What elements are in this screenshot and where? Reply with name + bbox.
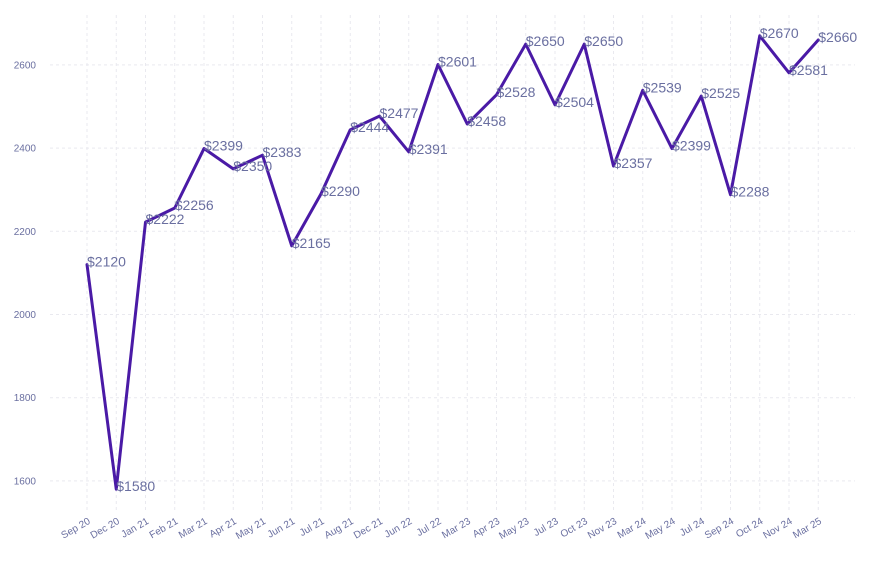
data-label: $2120 [87, 254, 126, 270]
x-tick-label: Dec 21 [352, 516, 385, 542]
x-tick-label: May 24 [644, 516, 678, 542]
x-tick-label: Mar 21 [177, 516, 210, 541]
data-label: $2399 [672, 138, 711, 154]
data-label: $2444 [350, 119, 389, 135]
x-tick-label: Jan 21 [119, 516, 151, 541]
y-tick-label: 2000 [14, 310, 37, 321]
data-label: $2288 [731, 184, 770, 200]
x-tick-label: May 21 [234, 516, 268, 542]
data-label: $2165 [292, 235, 331, 251]
x-tick-label: Jul 22 [415, 516, 444, 539]
y-tick-label: 1800 [14, 393, 37, 404]
x-tick-label: Jul 23 [532, 516, 561, 539]
x-tick-label: Feb 21 [148, 516, 181, 541]
x-tick-label: Nov 24 [762, 516, 795, 542]
x-tick-label: Jun 22 [383, 516, 415, 541]
data-label: $2528 [497, 84, 536, 100]
x-tick-label: Sep 24 [703, 516, 736, 542]
data-label: $1580 [116, 478, 155, 494]
data-label: $2383 [263, 144, 302, 160]
x-tick-label: Oct 24 [734, 516, 765, 540]
x-tick-label: May 23 [497, 516, 531, 542]
series [85, 34, 820, 491]
data-label: $2458 [467, 113, 506, 129]
x-tick-label: Dec 20 [89, 516, 122, 542]
x-tick-label: Apr 23 [471, 516, 502, 540]
data-label: $2601 [438, 54, 477, 70]
data-label: $2670 [760, 25, 799, 41]
data-label: $2650 [584, 33, 623, 49]
y-axis: 1600 1800 2000 2200 2400 2600 [14, 60, 37, 487]
data-label: $2581 [789, 62, 828, 78]
y-tick-label: 2600 [14, 60, 37, 71]
data-label: $2399 [204, 138, 243, 154]
data-label: $2350 [233, 158, 272, 174]
grid [50, 15, 855, 510]
x-tick-label: Mar 24 [616, 516, 649, 541]
y-tick-label: 2200 [14, 227, 37, 238]
data-label: $2222 [146, 211, 185, 227]
x-tick-label: Jul 24 [678, 516, 707, 539]
data-label: $2504 [555, 94, 594, 110]
data-label: $2357 [614, 155, 653, 171]
x-tick-label: Nov 23 [586, 516, 619, 542]
x-tick-label: Mar 25 [791, 516, 824, 541]
x-tick-label: Aug 21 [323, 516, 356, 542]
data-label: $2290 [321, 183, 360, 199]
data-label: $2477 [380, 105, 419, 121]
data-label: $2539 [643, 79, 682, 95]
x-tick-label: Apr 21 [208, 516, 239, 540]
x-tick-label: Jun 21 [266, 516, 298, 541]
x-tick-label: Oct 23 [559, 516, 590, 540]
data-label: $2391 [409, 141, 448, 157]
series-line [85, 34, 820, 491]
y-tick-label: 2400 [14, 144, 37, 155]
y-tick-label: 1600 [14, 476, 37, 487]
x-tick-label: Mar 23 [440, 516, 473, 541]
x-tick-label: Sep 20 [60, 516, 93, 542]
data-labels: $2120 $1580 $2222$2256 $2399 $2350$2383 $2165… [87, 25, 857, 494]
data-label: $2525 [701, 85, 740, 101]
data-label: $2256 [175, 197, 214, 213]
data-label: $2650 [526, 33, 565, 49]
data-label: $2660 [818, 29, 857, 45]
x-tick-label: Jul 21 [298, 516, 327, 539]
